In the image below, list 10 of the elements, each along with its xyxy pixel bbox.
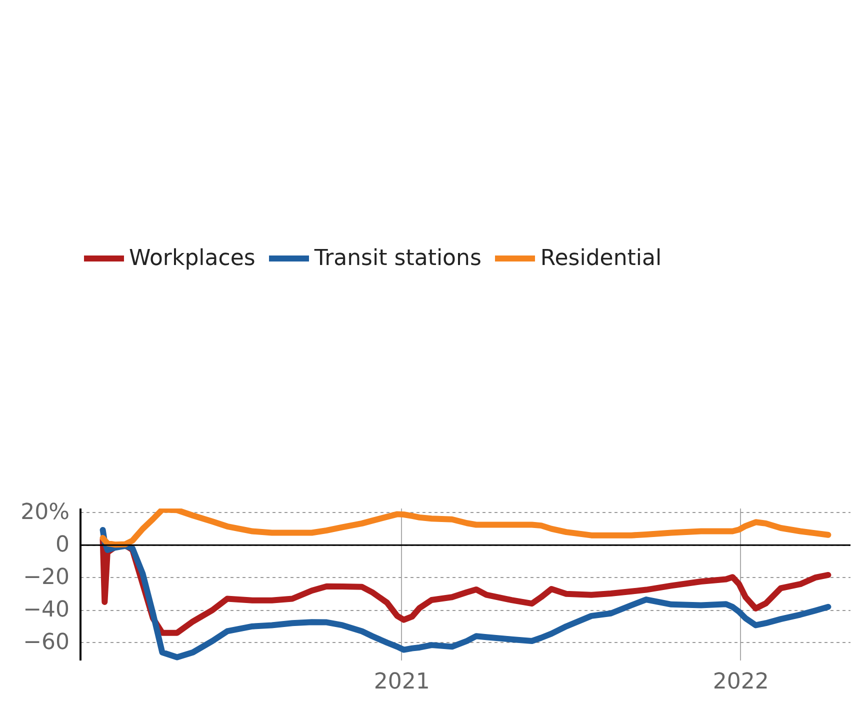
y-tick-label: 20%	[20, 500, 70, 526]
y-tick-label: −20	[23, 565, 70, 590]
x-tick-label: 2022	[712, 670, 769, 694]
y-tick-label: −60	[23, 630, 70, 656]
y-tick-label: 0	[56, 532, 70, 558]
y-tick-label: −40	[23, 598, 70, 623]
legend-label: Workplaces	[129, 246, 256, 270]
legend-label: Residential	[540, 246, 662, 270]
x-tick-label: 2021	[374, 670, 430, 694]
legend-label: Transit stations	[314, 246, 482, 270]
